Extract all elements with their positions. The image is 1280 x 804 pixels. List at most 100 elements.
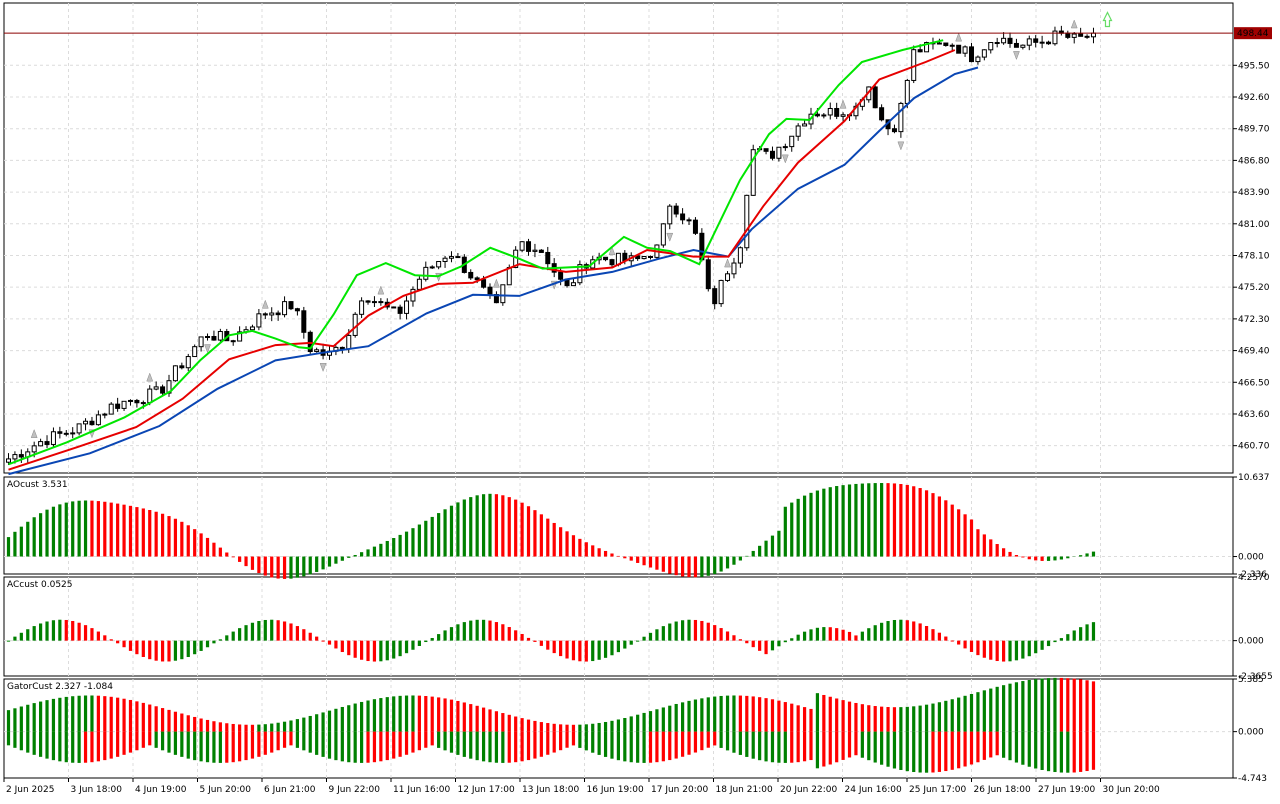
ac-bar xyxy=(302,629,305,640)
ac-bar xyxy=(546,641,549,650)
gator-upper-bar xyxy=(270,724,273,732)
ao-bar xyxy=(238,557,241,562)
gator-lower-bar xyxy=(1066,732,1069,773)
ao-bar xyxy=(1002,548,1005,556)
gator-upper-bar xyxy=(809,709,812,732)
candle-body xyxy=(995,43,999,44)
ao-bar xyxy=(919,488,922,557)
gator-upper-bar xyxy=(726,696,729,732)
gator-lower-bar xyxy=(919,732,922,773)
ao-bar xyxy=(655,557,658,570)
gator-lower-bar xyxy=(129,732,132,753)
ao-bar xyxy=(720,557,723,572)
ao-bar xyxy=(893,483,896,556)
candle-body xyxy=(456,257,460,258)
candle-body xyxy=(39,442,43,446)
candle-body xyxy=(533,250,537,251)
candle-body xyxy=(976,57,980,61)
ac-bar xyxy=(752,641,755,648)
gator-lower-bar xyxy=(752,732,755,759)
ac-bar xyxy=(617,641,620,652)
gator-lower-bar xyxy=(867,732,870,761)
ac-bar xyxy=(610,641,613,656)
ac-bar xyxy=(508,627,511,641)
gator-upper-bar xyxy=(976,692,979,731)
gator-lower-bar xyxy=(784,732,787,763)
gator-upper-bar xyxy=(148,705,151,732)
ao-bar xyxy=(232,557,235,558)
ao-bar xyxy=(604,551,607,557)
gator-lower-bar xyxy=(604,732,607,757)
candle-body xyxy=(276,313,280,315)
ac-bar xyxy=(277,620,280,640)
gator-lower-bar xyxy=(1053,732,1056,772)
ao-bar xyxy=(963,514,966,556)
gator-lower-bar xyxy=(456,732,459,755)
gator-lower-bar xyxy=(963,732,966,767)
gator-lower-bar xyxy=(713,732,716,746)
gator-upper-bar xyxy=(925,705,928,732)
y-tick-label: 472.30 xyxy=(1238,315,1270,325)
ao-bar xyxy=(463,499,466,556)
candle-body xyxy=(835,108,839,116)
ao-bar xyxy=(399,535,402,557)
ao-bar xyxy=(681,557,684,577)
gator-upper-bar xyxy=(155,706,158,731)
gator-upper-bar xyxy=(649,711,652,732)
gator-lower-bar xyxy=(219,732,222,763)
candle-body xyxy=(719,280,723,303)
ac-bar xyxy=(899,620,902,641)
ac-bar xyxy=(886,621,889,641)
x-tick-label: 3 Jun 18:00 xyxy=(71,785,123,795)
gator-upper-bar xyxy=(469,704,472,732)
gator-upper-bar xyxy=(867,705,870,731)
gator-lower-bar xyxy=(880,732,883,765)
gator-upper-bar xyxy=(996,687,999,732)
ao-bar xyxy=(514,500,517,557)
ac-bar xyxy=(745,641,748,644)
ao-bar xyxy=(142,508,145,556)
ao-bar xyxy=(739,557,742,561)
gator-lower-bar xyxy=(116,732,119,757)
gator-lower-bar xyxy=(78,732,81,763)
gator-lower-bar xyxy=(33,732,36,755)
gator-lower-bar xyxy=(283,732,286,748)
ac-bar xyxy=(354,641,357,658)
ao-bar xyxy=(264,557,267,576)
gator-lower-bar xyxy=(1021,732,1024,765)
ao-bar xyxy=(187,525,190,556)
ao-bar xyxy=(508,497,511,556)
candle-body xyxy=(109,404,113,414)
gator-upper-bar xyxy=(238,724,241,731)
x-tick-label: 18 Jun 21:00 xyxy=(716,785,773,795)
fractal-up-marker xyxy=(1071,20,1077,28)
ac-bar xyxy=(244,625,247,640)
ac-bar xyxy=(919,623,922,640)
y-tick-label: 0.000 xyxy=(1238,553,1264,563)
ac-bar xyxy=(822,627,825,641)
candle-body xyxy=(84,421,88,424)
candle-body xyxy=(873,87,877,108)
gator-upper-bar xyxy=(617,719,620,731)
gator-upper-bar xyxy=(642,713,645,732)
candle-body xyxy=(1047,42,1051,44)
gator-lower-bar xyxy=(630,732,633,763)
ac-bar xyxy=(777,641,780,647)
gator-upper-bar xyxy=(392,696,395,731)
gator-upper-bar xyxy=(180,714,183,732)
ao-bar xyxy=(386,541,389,557)
candle-body xyxy=(1002,38,1006,42)
x-tick-label: 20 Jun 22:00 xyxy=(780,785,837,795)
gator-upper-bar xyxy=(899,707,902,732)
y-tick-label: 495.50 xyxy=(1238,61,1270,71)
candle-body xyxy=(501,285,505,303)
ac-bar xyxy=(347,641,350,656)
ao-bar xyxy=(315,557,318,572)
y-tick-label: 10.637 xyxy=(1238,473,1270,483)
ao-bar xyxy=(572,535,575,556)
candle-body xyxy=(161,387,165,393)
ac-bar xyxy=(251,623,254,641)
ac-bar xyxy=(456,624,459,640)
